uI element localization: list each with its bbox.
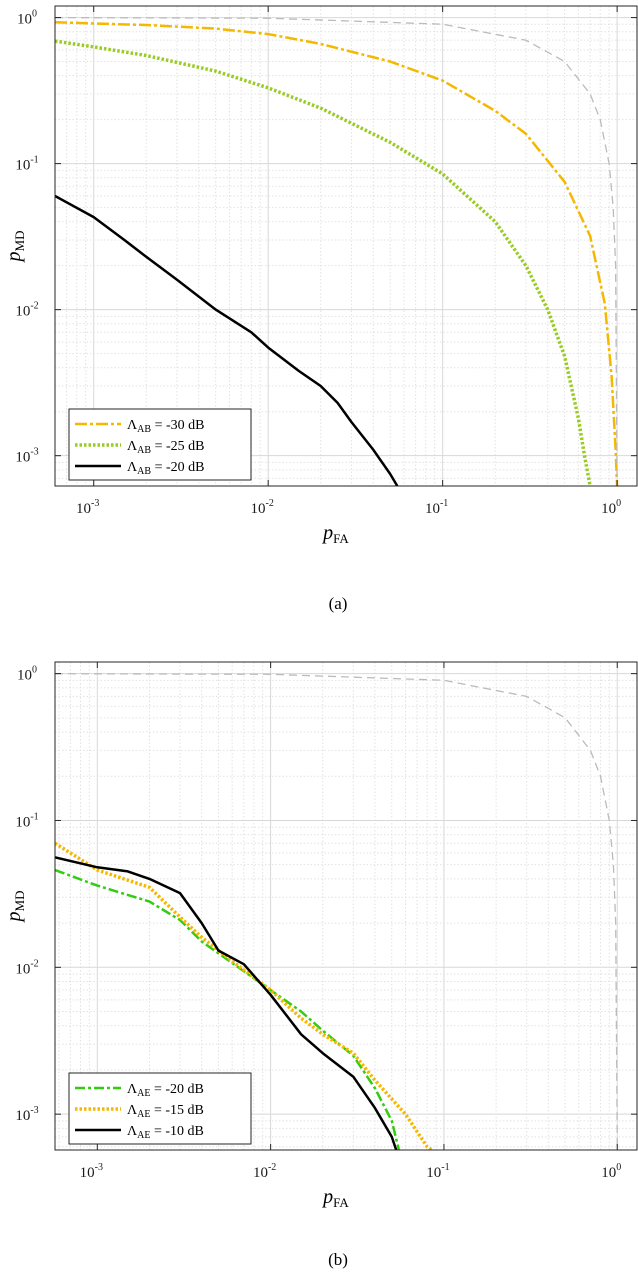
- y-tick-exponent: -2: [30, 301, 38, 312]
- series-line--10dB: [55, 856, 398, 1150]
- x-axis-label-sub: FA: [333, 531, 349, 546]
- y-tick-exponent: -1: [30, 811, 38, 822]
- x-tick-label: 10-2: [251, 498, 274, 517]
- y-axis-label: pMD: [3, 231, 27, 264]
- x-tick-label: 10-1: [425, 498, 448, 517]
- legend-label-sub: AE: [137, 1088, 150, 1099]
- legend-label-value: = -30 dB: [151, 418, 204, 433]
- chart-a: 10-3 10-2 10-1 100 10-3 10-2 10-1 100 pFA pMD ΛAB …: [3, 5, 638, 613]
- series-group: [55, 16, 619, 486]
- legend-label-sub: AB: [137, 466, 151, 477]
- y-tick-label: 10-3: [15, 447, 38, 466]
- reference-curve: [55, 16, 618, 486]
- y-axis-label-sub: MD: [12, 231, 27, 252]
- x-tick-exponent: 0: [616, 1162, 621, 1173]
- x-tick-exponent: 0: [616, 498, 621, 509]
- series-line--30dB: [55, 20, 619, 486]
- series-line--20dB: [55, 868, 401, 1150]
- y-tick-exponent: -3: [30, 447, 38, 458]
- grid: [55, 662, 637, 1150]
- y-tick-exponent: 0: [32, 9, 37, 20]
- y-tick-label: 100: [17, 9, 37, 28]
- series-line--20dB: [55, 194, 399, 486]
- legend-label-value: = -15 dB: [151, 1103, 204, 1118]
- y-tick-label: 10-3: [15, 1105, 38, 1124]
- legend-label-sub: AE: [137, 1130, 150, 1141]
- grid: [54, 6, 637, 486]
- series-group: [55, 673, 618, 1150]
- x-tick-label: 10-2: [253, 1162, 276, 1181]
- plot-area: [55, 662, 637, 1150]
- x-tick-label: 100: [601, 1162, 621, 1181]
- reference-curve: [55, 673, 618, 1150]
- x-tick-label: 10-3: [76, 498, 99, 517]
- plot-frame: [54, 5, 638, 487]
- x-axis-label: pFA: [321, 1186, 349, 1210]
- legend-label-value: = -20 dB: [151, 460, 204, 475]
- plot-area: [55, 6, 637, 486]
- legend-label-value: = -20 dB: [151, 1082, 204, 1097]
- y-tick-exponent: 0: [32, 665, 37, 676]
- y-tick-label: 10-1: [15, 155, 38, 174]
- figure-caption: (b): [328, 1250, 348, 1269]
- x-axis-label: pFA: [321, 522, 349, 546]
- y-tick-label: 100: [17, 665, 37, 684]
- x-axis-label-sub: FA: [333, 1195, 349, 1210]
- y-tick-label: 10-2: [15, 958, 38, 977]
- x-tick-label: 10-3: [80, 1162, 103, 1181]
- legend-label-sub: AB: [137, 445, 151, 456]
- y-tick-label: 10-1: [15, 811, 38, 830]
- legend-label-value: = -10 dB: [151, 1124, 204, 1139]
- y-axis-label: pMD: [3, 891, 27, 924]
- x-tick-label: 100: [601, 498, 621, 517]
- x-tick-exponent: -1: [441, 1162, 449, 1173]
- x-tick-label: 10-1: [426, 1162, 449, 1181]
- y-tick-exponent: -2: [30, 958, 38, 969]
- y-axis-label-sub: MD: [12, 891, 27, 912]
- x-tick-exponent: -3: [95, 1162, 103, 1173]
- series-line--15dB: [55, 841, 433, 1150]
- legend-label-sub: AB: [137, 424, 151, 435]
- plot-frame: [54, 661, 638, 1151]
- x-tick-exponent: -3: [91, 498, 99, 509]
- figure-caption: (a): [329, 594, 348, 613]
- legend-label-value: = -25 dB: [151, 439, 204, 454]
- chart-b: 10-3 10-2 10-1 100 10-3 10-2 10-1 100 pFA pMD ΛAE …: [3, 661, 638, 1269]
- legend-label-sub: AE: [137, 1109, 150, 1120]
- y-tick-label: 10-2: [15, 301, 38, 320]
- y-tick-exponent: -1: [30, 155, 38, 166]
- y-tick-exponent: -3: [30, 1105, 38, 1116]
- legend-label: ΛAB = -30 dB: [127, 418, 204, 435]
- x-tick-exponent: -2: [266, 498, 274, 509]
- x-tick-exponent: -1: [440, 498, 448, 509]
- x-tick-exponent: -2: [268, 1162, 276, 1173]
